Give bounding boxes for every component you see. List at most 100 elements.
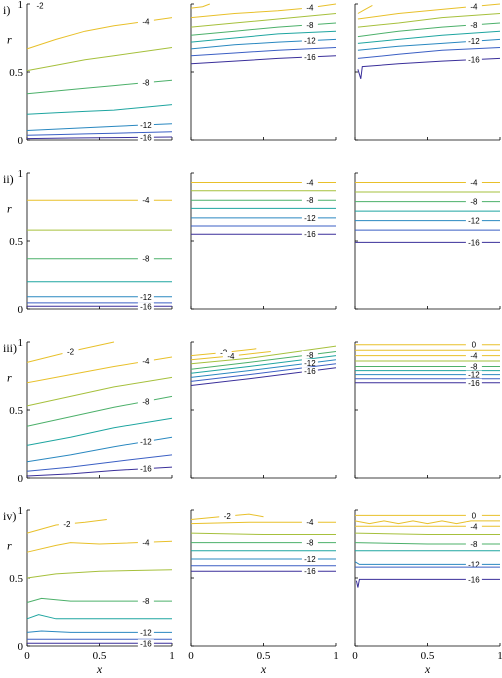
- y-axis-label: r: [7, 538, 12, 552]
- contour-label: -2: [224, 512, 232, 521]
- contour-label-bg: [301, 52, 318, 61]
- y-axis-label: r: [7, 201, 12, 215]
- x-axis-label: x: [424, 662, 431, 676]
- contour-label: -8: [470, 21, 478, 30]
- contour-label-bg: [465, 37, 482, 46]
- contour-label: -12: [140, 437, 152, 446]
- contour-label: -4: [142, 196, 150, 205]
- contour-line: [26, 417, 173, 446]
- contour-label-bg: [137, 302, 154, 311]
- contour-label-bg: [137, 437, 154, 446]
- contour-label: -12: [468, 37, 480, 46]
- y-tick-label: 1: [18, 168, 24, 180]
- contour-line: [357, 57, 501, 79]
- contour-label: -8: [142, 397, 150, 406]
- contour-line: [190, 13, 337, 28]
- contour-line: [190, 532, 336, 535]
- contour-label-bg: [137, 254, 154, 263]
- x-axis-label: x: [260, 662, 267, 676]
- contour-label-bg: [465, 216, 482, 225]
- contour-label-bg: [465, 540, 482, 548]
- contour-line: [26, 131, 173, 136]
- contour-label-bg: [301, 230, 318, 239]
- contour-label-bg: [465, 362, 482, 371]
- contour-label: -4: [470, 179, 478, 188]
- contour-label-bg: [137, 17, 154, 26]
- contour-label: -16: [468, 56, 480, 65]
- contour-label: -12: [140, 628, 152, 637]
- contour-label: -16: [304, 367, 316, 376]
- contour-label: -8: [142, 255, 150, 264]
- contour-label-bg: [301, 178, 318, 187]
- contour-label-bg: [137, 538, 154, 547]
- contour-label-bg: [137, 628, 154, 637]
- row-label: ii): [3, 172, 14, 186]
- contour-label-bg: [219, 512, 236, 521]
- contour-label: -12: [304, 37, 316, 46]
- contour-line: [26, 540, 173, 553]
- x-tick-label: 0.5: [93, 650, 107, 662]
- contour-label: -8: [306, 351, 314, 360]
- contour-label-bg: [301, 518, 318, 527]
- contour-line: [26, 630, 172, 633]
- contour-line: [26, 376, 173, 407]
- y-tick-label: 0.5: [9, 573, 23, 585]
- y-tick-label: 0: [18, 135, 24, 147]
- contour-label-bg: [137, 196, 154, 205]
- contour-label: -8: [470, 540, 478, 549]
- contour-label-bg: [465, 378, 482, 387]
- y-tick-label: 0.5: [9, 405, 23, 417]
- contour-label: -16: [304, 53, 316, 62]
- contour-label-bg: [465, 20, 482, 29]
- contour-line: [190, 47, 337, 57]
- y-tick-label: 1: [18, 0, 24, 11]
- contour-label-bg: [222, 351, 239, 360]
- contour-label: -2: [63, 520, 71, 529]
- contour-line: [355, 578, 500, 588]
- contour-line: [357, 30, 501, 44]
- contour-label: -4: [470, 2, 478, 11]
- contour-label-bg: [301, 213, 318, 222]
- contour-label-bg: [301, 358, 318, 367]
- contour-line: [190, 3, 210, 9]
- contour-label-bg: [137, 357, 154, 366]
- y-tick-label: 0: [18, 304, 24, 316]
- contour-label-bg: [137, 639, 154, 648]
- contour-label: 0: [472, 341, 477, 350]
- contour-line: [357, 47, 501, 59]
- contour-line: [354, 561, 500, 565]
- contour-label-bg: [301, 367, 318, 376]
- contour-label: -12: [140, 293, 152, 302]
- contour-line: [190, 30, 337, 43]
- contour-label-bg: [62, 347, 79, 356]
- contour-line: [354, 520, 500, 525]
- contour-label: -2: [67, 348, 75, 357]
- contour-label-bg: [301, 350, 318, 359]
- x-tick-label: 0: [24, 650, 30, 662]
- x-tick-label: 1: [169, 650, 175, 662]
- contour-label: -8: [306, 21, 314, 30]
- contour-label: -8: [306, 196, 314, 205]
- contour-label: -12: [304, 555, 316, 564]
- contour-label-bg: [137, 292, 154, 301]
- contour-line: [190, 345, 337, 365]
- contour-label: -12: [304, 214, 316, 223]
- contour-label-bg: [301, 36, 318, 45]
- contour-label: -4: [306, 179, 314, 188]
- contour-label: -4: [142, 357, 150, 366]
- contour-label: -4: [470, 522, 478, 531]
- contour-line: [357, 13, 501, 28]
- contour-label: -4: [142, 17, 150, 26]
- contour-label-bg: [32, 1, 49, 10]
- contour-label-bg: [137, 78, 154, 87]
- contour-label-bg: [465, 351, 482, 360]
- contour-label: -16: [468, 575, 480, 584]
- contour-label: -4: [470, 352, 478, 361]
- contour-label: -16: [468, 238, 480, 247]
- x-axis-label: x: [96, 662, 103, 676]
- contour-line: [26, 597, 172, 603]
- y-axis-label: r: [7, 32, 12, 46]
- contour-label: -8: [470, 198, 478, 207]
- contour-label-bg: [465, 178, 482, 187]
- contour-label-bg: [301, 567, 318, 576]
